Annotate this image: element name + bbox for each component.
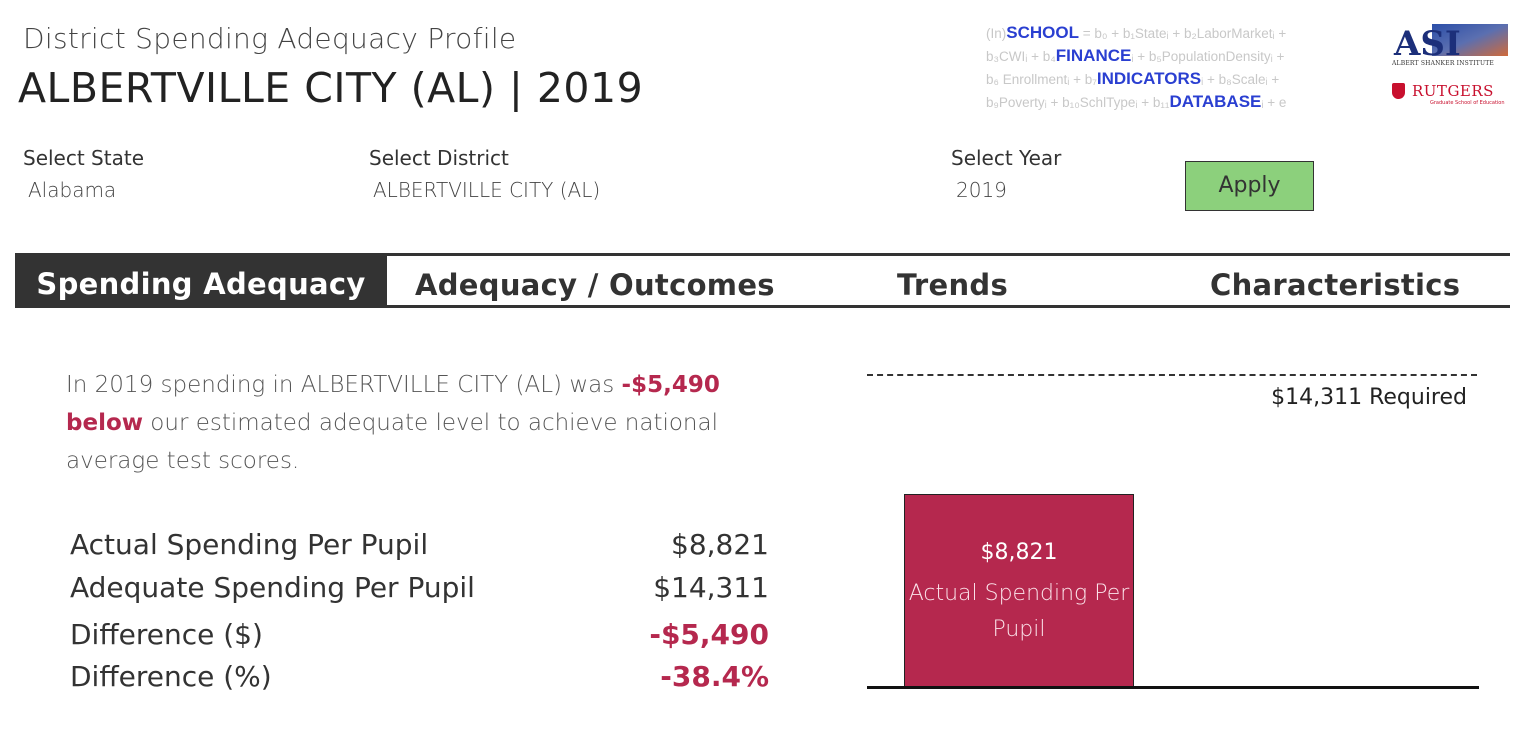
page-title: ALBERTVILLE CITY (AL) | 2019 — [18, 64, 644, 112]
svg-text:ASI: ASI — [1393, 24, 1461, 64]
rutgers-subtitle: Graduate School of Education — [1430, 100, 1505, 106]
tab-characteristics[interactable]: Characteristics — [1210, 268, 1461, 302]
tab-adequacy-outcomes[interactable]: Adequacy / Outcomes — [415, 268, 775, 302]
difference-percent-value: -38.4% — [660, 660, 769, 693]
difference-dollars-value: -$5,490 — [649, 618, 769, 651]
rutgers-shield-icon — [1392, 83, 1405, 99]
required-reference-line — [867, 374, 1477, 376]
bar-value-label: $8,821 — [980, 540, 1058, 565]
actual-spending-bar — [904, 494, 1134, 687]
difference-percent-label: Difference (%) — [70, 660, 272, 693]
tab-trends[interactable]: Trends — [897, 268, 1009, 302]
adequate-spending-label: Adequate Spending Per Pupil — [70, 571, 475, 604]
required-reference-label: $14,311 Required — [1271, 385, 1467, 410]
summary-text: In 2019 spending in ALBERTVILLE CITY (AL… — [66, 372, 720, 474]
school-finance-indicators-logo: (In)SCHOOL = b₀ + b₁Stateᵢ + b₂LaborMark… — [986, 23, 1287, 111]
adequate-spending-value: $14,311 — [653, 571, 769, 604]
state-select[interactable]: Alabama — [28, 178, 117, 202]
profile-label: District Spending Adequacy Profile — [23, 22, 517, 55]
year-select[interactable]: 2019 — [956, 178, 1007, 202]
albert-shanker-institute-logo: ASI — [1393, 24, 1508, 64]
select-year-label: Select Year — [951, 146, 1062, 170]
asi-caption: ALBERT SHANKER INSTITUTE — [1392, 60, 1494, 67]
actual-spending-value: $8,821 — [671, 528, 769, 561]
summary-below: below — [66, 410, 143, 436]
apply-button[interactable]: Apply — [1185, 161, 1314, 211]
tab-bar: Spending Adequacy Adequacy / Outcomes Tr… — [15, 253, 1510, 308]
select-district-label: Select District — [369, 146, 509, 170]
actual-spending-label: Actual Spending Per Pupil — [70, 528, 429, 561]
difference-dollars-label: Difference ($) — [70, 618, 263, 651]
summary-amount: -$5,490 — [621, 372, 720, 398]
chart-baseline — [867, 686, 1479, 689]
bar-category-label: Actual Spending Per Pupil — [908, 581, 1130, 642]
tab-spending-adequacy[interactable]: Spending Adequacy — [15, 256, 387, 305]
rutgers-logo-text: RUTGERS — [1412, 82, 1494, 100]
select-state-label: Select State — [23, 146, 144, 170]
district-select[interactable]: ALBERTVILLE CITY (AL) — [373, 178, 601, 202]
